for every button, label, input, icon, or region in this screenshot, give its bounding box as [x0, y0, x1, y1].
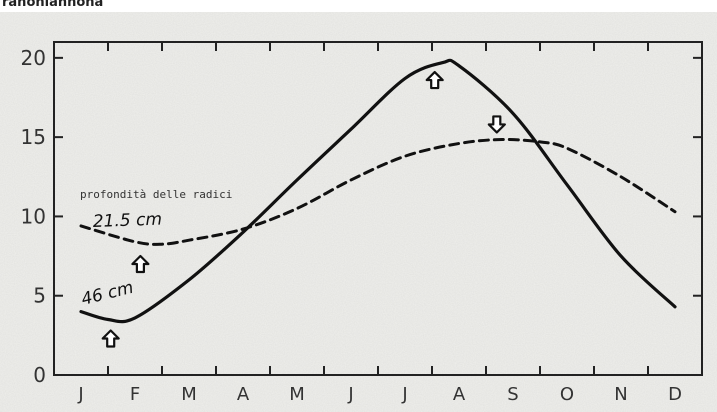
y-tick-label: 10 — [21, 204, 46, 228]
arrow-down-marker — [487, 115, 506, 134]
x-tick-label: J — [347, 384, 353, 405]
y-tick-label: 20 — [21, 46, 46, 70]
x-tick-label: F — [130, 384, 140, 405]
title-strip — [0, 0, 717, 12]
x-tick-label: S — [507, 384, 518, 405]
x-tick-label: M — [181, 384, 197, 405]
y-tick-label: 0 — [33, 363, 46, 387]
label-depth-shallow: 21.5 cm — [92, 210, 162, 232]
series-layer — [79, 58, 677, 324]
x-tick-label: A — [453, 384, 466, 405]
arrow-up-marker — [101, 329, 120, 348]
x-tick-label: D — [668, 384, 682, 405]
x-tick-label: N — [614, 384, 627, 405]
y-axis-ticks: 0 5 10 15 20 — [21, 46, 702, 387]
x-tick-label: M — [289, 384, 305, 405]
root-depth-caption: profondità delle radici — [80, 188, 232, 201]
clipped-title: ranoniannona — [2, 0, 103, 10]
arrow-up-marker — [131, 254, 150, 274]
y-tick-label: 5 — [33, 284, 46, 308]
arrow-up-marker — [425, 70, 444, 90]
series-line-dashed — [79, 137, 677, 246]
x-tick-label: J — [401, 384, 407, 405]
x-tick-label: O — [560, 384, 574, 405]
x-tick-label: A — [237, 384, 250, 405]
marker-layer — [101, 70, 506, 348]
y-tick-label: 15 — [21, 125, 46, 149]
x-tick-label: J — [77, 384, 83, 405]
series-line-solid — [79, 58, 677, 324]
